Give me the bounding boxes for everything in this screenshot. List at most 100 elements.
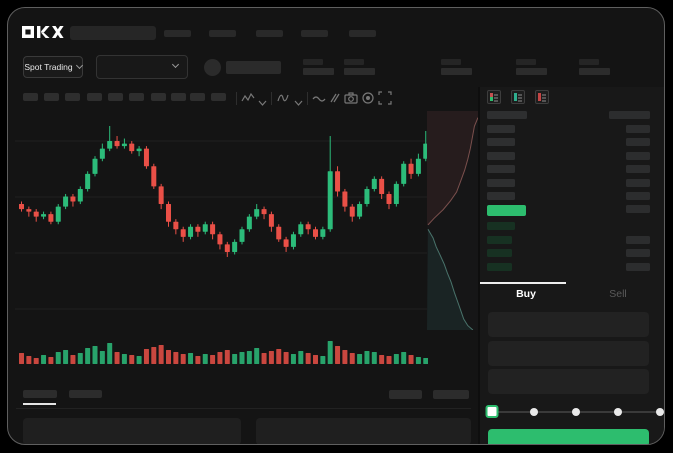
nav-item-placeholder[interactable] xyxy=(301,30,328,37)
orderbook-amount-placeholder xyxy=(626,262,650,271)
timeframe-button-placeholder[interactable] xyxy=(190,93,205,101)
ticker-stat xyxy=(579,59,613,83)
orderbook-price-placeholder xyxy=(487,165,515,174)
global-search-placeholder[interactable] xyxy=(70,26,156,40)
timeframe-button-placeholder[interactable] xyxy=(171,93,186,101)
orderbook-row-ask[interactable] xyxy=(487,151,650,161)
order-form-field-placeholder[interactable] xyxy=(488,312,649,337)
bottom-tab-active-placeholder[interactable] xyxy=(23,390,57,398)
orderbook-header-placeholder xyxy=(609,111,650,119)
orderbook-view-combined-icon[interactable] xyxy=(487,90,501,104)
buy-submit-button[interactable] xyxy=(488,429,649,444)
orderbook-price-placeholder xyxy=(487,222,515,231)
orderbook-view-asks-icon[interactable] xyxy=(535,90,549,104)
toolbar-divider xyxy=(307,92,308,105)
chart-type-chevron-icon[interactable] xyxy=(258,94,272,108)
bottom-tab-placeholder[interactable] xyxy=(69,390,102,398)
ticker-stat xyxy=(516,59,550,83)
stat-label-placeholder xyxy=(303,59,323,65)
order-form-field-placeholder[interactable] xyxy=(488,369,649,394)
fullscreen-icon[interactable] xyxy=(378,91,392,105)
drawing-tools-icon[interactable] xyxy=(328,91,342,105)
timeframe-button-placeholder[interactable] xyxy=(151,93,166,101)
orderbook-row-bid[interactable] xyxy=(487,235,650,245)
indicators-chevron-icon[interactable] xyxy=(294,94,308,108)
chevron-down-icon xyxy=(75,61,83,70)
divider xyxy=(16,408,471,409)
timeframe-button-placeholder[interactable] xyxy=(87,93,102,101)
stat-label-placeholder xyxy=(441,59,461,65)
nav-item-placeholder[interactable] xyxy=(164,30,191,37)
market-type-dropdown[interactable]: Spot Trading xyxy=(23,56,83,78)
stat-value-placeholder xyxy=(344,68,375,75)
timeframe-button-placeholder[interactable] xyxy=(129,93,144,101)
timeframe-button-placeholder[interactable] xyxy=(108,93,123,101)
active-tab-indicator xyxy=(480,282,566,284)
orderbook-price-placeholder xyxy=(487,151,515,160)
timeframe-button-placeholder[interactable] xyxy=(23,93,38,101)
ticker-stat xyxy=(441,59,475,83)
order-form-field-placeholder[interactable] xyxy=(488,341,649,366)
orderbook-rows xyxy=(487,111,650,283)
nav-item-placeholder[interactable] xyxy=(209,30,236,37)
pair-selector-dropdown[interactable] xyxy=(96,55,188,79)
orderbook-price-placeholder xyxy=(487,192,515,200)
pair-coin-icon xyxy=(204,59,221,76)
orderbook-amount-placeholder xyxy=(626,192,650,200)
orderbook-price-placeholder xyxy=(487,235,512,244)
stat-label-placeholder xyxy=(344,59,364,65)
line-tool-icon[interactable] xyxy=(312,91,326,105)
orders-panel-placeholder xyxy=(256,418,471,444)
orderbook-amount-placeholder xyxy=(626,151,650,160)
orderbook-view-bids-icon[interactable] xyxy=(511,90,525,104)
stat-label-placeholder xyxy=(579,59,599,65)
screenshot-camera-icon[interactable] xyxy=(344,91,358,105)
timeframe-button-placeholder[interactable] xyxy=(44,93,59,101)
orderbook-price-placeholder xyxy=(487,178,515,187)
timeframe-button-placeholder[interactable] xyxy=(211,93,226,101)
settings-icon[interactable] xyxy=(361,91,375,105)
indicators-icon[interactable] xyxy=(276,91,290,105)
ticker-stat xyxy=(303,59,337,83)
bottom-action-placeholder[interactable] xyxy=(433,390,469,399)
app-window: Spot Trading xyxy=(7,7,665,445)
chart-type-icon[interactable] xyxy=(241,91,255,105)
okx-logo[interactable] xyxy=(22,25,66,39)
orderbook-price-placeholder xyxy=(487,249,512,258)
orderbook-row-bid[interactable] xyxy=(487,249,650,258)
stat-label-placeholder xyxy=(516,59,536,65)
nav-item-placeholder[interactable] xyxy=(256,30,283,37)
stat-value-placeholder xyxy=(579,68,610,75)
slider-handle[interactable] xyxy=(485,405,499,418)
timeframe-button-placeholder[interactable] xyxy=(65,93,80,101)
orderbook-row-ask[interactable] xyxy=(487,138,650,147)
orderbook-row-bid[interactable] xyxy=(487,222,650,231)
orderbook-amount-placeholder xyxy=(626,178,650,187)
sell-tab[interactable]: Sell xyxy=(609,288,627,300)
stat-value-placeholder xyxy=(303,68,334,75)
slider-stop[interactable] xyxy=(572,408,580,416)
slider-stop[interactable] xyxy=(656,408,664,416)
price-chart[interactable] xyxy=(15,109,429,372)
market-type-label: Spot Trading xyxy=(24,62,73,72)
slider-stop[interactable] xyxy=(530,408,538,416)
orderbook-price-placeholder xyxy=(487,262,512,271)
orderbook-price-placeholder xyxy=(487,138,515,147)
orderbook-row-bid[interactable] xyxy=(487,262,650,272)
ticker-stat xyxy=(344,59,378,83)
orderbook-row-ask[interactable] xyxy=(487,178,650,188)
toolbar-divider xyxy=(236,92,237,105)
toolbar-divider xyxy=(271,92,272,105)
nav-item-placeholder[interactable] xyxy=(349,30,376,37)
pair-name-placeholder xyxy=(226,61,281,74)
buy-tab[interactable]: Buy xyxy=(516,288,536,300)
bottom-action-placeholder[interactable] xyxy=(389,390,422,399)
orderbook-row-ask[interactable] xyxy=(487,125,650,134)
orderbook-row-last[interactable] xyxy=(487,205,650,217)
slider-stop[interactable] xyxy=(614,408,622,416)
depth-chart xyxy=(427,111,479,331)
orderbook-row-ask[interactable] xyxy=(487,192,650,201)
orderbook-row-ask[interactable] xyxy=(487,165,650,174)
orderbook-amount-placeholder xyxy=(626,235,650,244)
